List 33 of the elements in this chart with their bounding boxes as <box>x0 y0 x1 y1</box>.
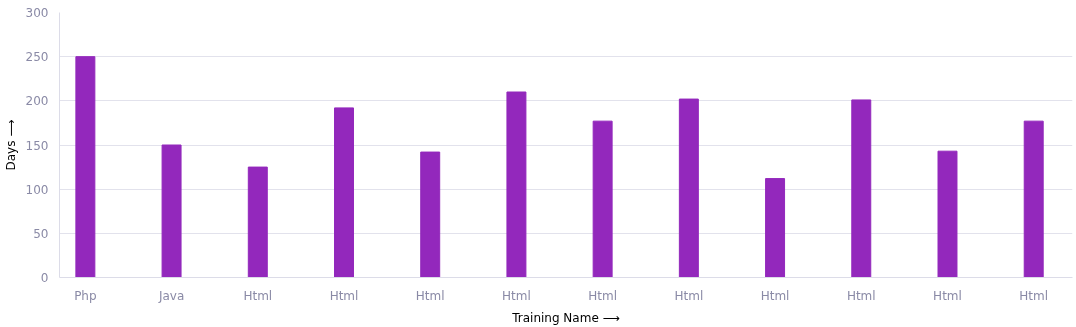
y-axis-title: Days ⟶ <box>3 119 18 171</box>
bar <box>851 99 872 278</box>
x-tick-label: Html <box>588 288 618 303</box>
y-tick-label: 100 <box>25 182 49 197</box>
x-tick-label: Html <box>329 288 359 303</box>
x-tick-label: Html <box>415 288 445 303</box>
x-tick-label: Html <box>1019 288 1049 303</box>
x-tick-label: Php <box>74 288 97 303</box>
x-tick-label: Java <box>157 288 185 303</box>
y-tick-label: 200 <box>25 94 49 109</box>
x-tick-label: Html <box>760 288 790 303</box>
bar <box>678 98 699 278</box>
bar <box>75 56 96 278</box>
y-tick-label: 150 <box>25 138 49 153</box>
bar <box>334 107 354 278</box>
bar <box>592 120 613 278</box>
x-tick-label: Html <box>846 288 876 303</box>
y-tick-label: 250 <box>25 50 49 65</box>
x-tick-label: Html <box>933 288 962 303</box>
x-tick-label: Html <box>674 288 704 303</box>
bar <box>765 178 786 278</box>
x-axis-title: Training Name ⟶ <box>511 310 620 325</box>
y-tick-label: 0 <box>40 271 49 285</box>
x-tick-label: Html <box>243 288 273 303</box>
y-tick-label: 300 <box>25 6 49 20</box>
bar <box>1023 120 1044 278</box>
bar <box>420 151 441 278</box>
bar <box>161 144 182 278</box>
bar <box>247 166 268 278</box>
y-tick-label: 50 <box>33 226 49 241</box>
x-tick-label: Html <box>502 288 531 303</box>
bar <box>937 150 958 278</box>
bar <box>506 91 527 278</box>
